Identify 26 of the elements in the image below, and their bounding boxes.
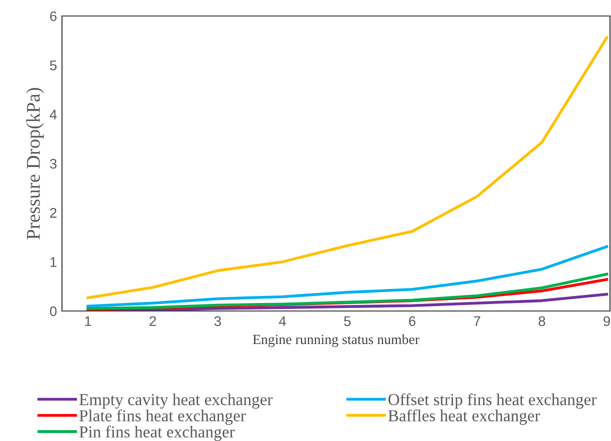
legend-label: Empty cavity heat exchanger <box>79 394 273 409</box>
x-axis-title: Engine running status number <box>252 334 420 347</box>
y-tick-label: 6 <box>50 11 57 22</box>
legend-label: Pin fins heat exchanger <box>79 426 235 441</box>
x-tick-label: 9 <box>604 316 610 326</box>
line-series <box>86 272 608 310</box>
legend-label: Plate fins heat exchanger <box>79 409 246 425</box>
legend-label: Offset strip fins heat exchanger <box>388 393 597 409</box>
line-series <box>86 36 608 300</box>
x-tick-label: 2 <box>150 316 156 326</box>
y-tick-label: 2 <box>50 208 56 218</box>
line-series <box>86 245 608 308</box>
x-tick-label: 6 <box>409 316 416 326</box>
x-tick-label: 5 <box>344 316 351 326</box>
legend-label: Baffles heat exchanger <box>388 409 540 425</box>
x-tick-label: 8 <box>538 316 546 326</box>
y-tick-label: 1 <box>50 257 56 267</box>
y-tick-label: 4 <box>50 110 57 120</box>
x-tick-label: 1 <box>85 316 92 326</box>
x-tick-label: 4 <box>278 316 286 326</box>
y-tick-label: 5 <box>50 60 57 70</box>
y-tick-label: 3 <box>50 158 57 169</box>
x-tick-label: 7 <box>474 316 480 326</box>
y-axis-title: Pressure Drop(kPa) <box>26 88 44 240</box>
x-tick-label: 3 <box>214 316 221 326</box>
y-tick-label: 0 <box>50 306 57 316</box>
